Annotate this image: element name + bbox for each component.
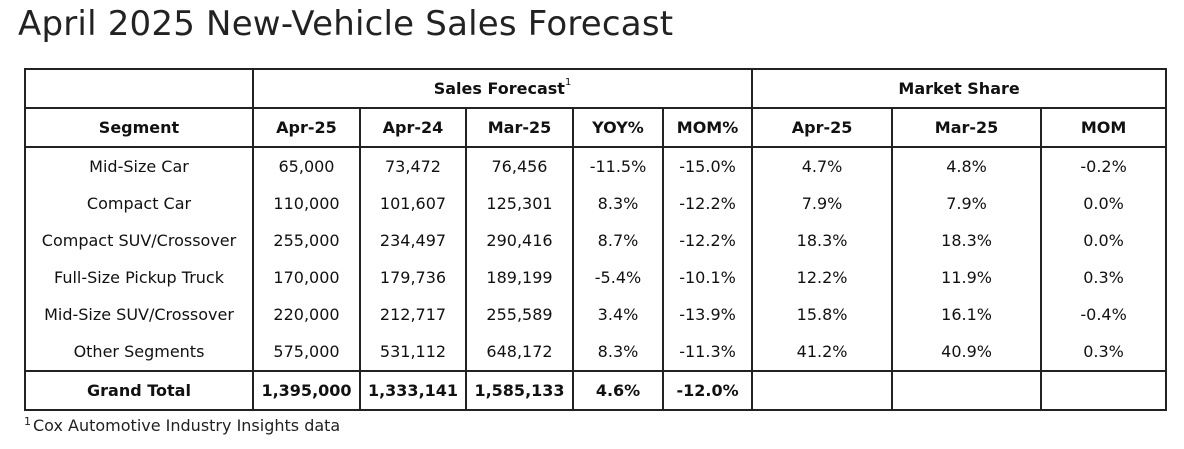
column-header-segment: Segment — [24, 107, 254, 148]
cell-yoy: -5.4% — [573, 259, 664, 296]
footnote: 1 Cox Automotive Industry Insights data — [24, 415, 341, 435]
cell-segment: Mid-Size SUV/Crossover — [24, 296, 254, 333]
cell-yoy: 8.7% — [573, 222, 664, 259]
grand-total-apr-24: 1,333,141 — [360, 370, 467, 411]
cell-apr-25: 65,000 — [253, 147, 361, 185]
column-header-row: Segment Apr-25 Apr-24 Mar-25 YOY% MOM% A… — [24, 107, 1168, 148]
cell-share-mar-25: 40.9% — [892, 333, 1043, 371]
column-header-mar-25: Mar-25 — [466, 107, 574, 148]
footnote-reference: 1 — [564, 77, 572, 88]
cell-mar-25: 255,589 — [466, 296, 574, 333]
grand-total-share-mom — [1041, 370, 1168, 411]
cell-share-mom: 0.3% — [1041, 259, 1168, 296]
cell-share-apr-25: 12.2% — [752, 259, 894, 296]
grand-total-mar-25: 1,585,133 — [466, 370, 574, 411]
table-row: Mid-Size SUV/Crossover 220,000 212,717 255,… — [24, 296, 1168, 333]
cell-segment: Mid-Size Car — [24, 147, 254, 185]
cell-share-apr-25: 4.7% — [752, 147, 894, 185]
grand-total-share-mar-25 — [892, 370, 1043, 411]
cell-share-apr-25: 15.8% — [752, 296, 894, 333]
cell-yoy: 3.4% — [573, 296, 664, 333]
column-header-share-apr-25: Apr-25 — [752, 107, 894, 148]
column-header-yoy: YOY% — [573, 107, 664, 148]
cell-mar-25: 76,456 — [466, 147, 574, 185]
cell-share-apr-25: 41.2% — [752, 333, 894, 371]
table-data-body: Mid-Size Car 65,000 73,472 76,456 -11.5% -15.… — [24, 147, 1168, 371]
grand-total-yoy: 4.6% — [573, 370, 664, 411]
cell-apr-25: 170,000 — [253, 259, 361, 296]
cell-mom-pct: -10.1% — [663, 259, 754, 296]
group-header-row: Sales Forecast1 Market Share — [24, 68, 1168, 109]
grand-total-apr-25: 1,395,000 — [253, 370, 361, 411]
table-row: Mid-Size Car 65,000 73,472 76,456 -11.5% -15.… — [24, 147, 1168, 185]
footnote-text: Cox Automotive Industry Insights data — [33, 416, 341, 435]
cell-yoy: -11.5% — [573, 147, 664, 185]
grand-total-share-apr-25 — [752, 370, 894, 411]
cell-segment: Compact Car — [24, 185, 254, 222]
cell-share-apr-25: 7.9% — [752, 185, 894, 222]
cell-apr-24: 234,497 — [360, 222, 467, 259]
cell-mom-pct: -15.0% — [663, 147, 754, 185]
grand-total-label: Grand Total — [24, 370, 254, 411]
cell-share-mom: 0.3% — [1041, 333, 1168, 371]
table-row: Full-Size Pickup Truck 170,000 179,736 189,… — [24, 259, 1168, 296]
page-title: April 2025 New-Vehicle Sales Forecast — [18, 4, 674, 44]
cell-share-mar-25: 11.9% — [892, 259, 1043, 296]
column-header-apr-24: Apr-24 — [360, 107, 467, 148]
footnote-mark: 1 — [24, 415, 31, 428]
cell-apr-24: 531,112 — [360, 333, 467, 371]
column-header-share-mar-25: Mar-25 — [892, 107, 1043, 148]
cell-mom-pct: -12.2% — [663, 185, 754, 222]
cell-segment: Full-Size Pickup Truck — [24, 259, 254, 296]
table-row: Compact SUV/Crossover 255,000 234,497 290,4… — [24, 222, 1168, 259]
cell-share-mar-25: 7.9% — [892, 185, 1043, 222]
cell-share-mom: -0.2% — [1041, 147, 1168, 185]
cell-mar-25: 290,416 — [466, 222, 574, 259]
column-header-apr-25: Apr-25 — [253, 107, 361, 148]
cell-share-mar-25: 18.3% — [892, 222, 1043, 259]
cell-share-mom: -0.4% — [1041, 296, 1168, 333]
cell-mom-pct: -13.9% — [663, 296, 754, 333]
cell-apr-24: 101,607 — [360, 185, 467, 222]
cell-apr-24: 212,717 — [360, 296, 467, 333]
grand-total-mom-pct: -12.0% — [663, 370, 754, 411]
grand-total-row: Grand Total 1,395,000 1,333,141 1,585,13… — [24, 370, 1168, 411]
column-header-share-mom: MOM — [1041, 107, 1168, 148]
cell-apr-24: 73,472 — [360, 147, 467, 185]
cell-mar-25: 648,172 — [466, 333, 574, 371]
cell-mar-25: 189,199 — [466, 259, 574, 296]
cell-apr-25: 575,000 — [253, 333, 361, 371]
cell-yoy: 8.3% — [573, 185, 664, 222]
cell-share-mar-25: 16.1% — [892, 296, 1043, 333]
cell-apr-25: 255,000 — [253, 222, 361, 259]
sales-forecast-group-header: Sales Forecast1 — [253, 68, 754, 108]
cell-share-apr-25: 18.3% — [752, 222, 894, 259]
cell-mar-25: 125,301 — [466, 185, 574, 222]
cell-mom-pct: -11.3% — [663, 333, 754, 371]
market-share-group-header: Market Share — [752, 68, 1168, 108]
table-row: Compact Car 110,000 101,607 125,301 8.3% -12.… — [24, 185, 1168, 222]
cell-apr-25: 110,000 — [253, 185, 361, 222]
cell-share-mom: 0.0% — [1041, 185, 1168, 222]
cell-apr-24: 179,736 — [360, 259, 467, 296]
column-header-mom-pct: MOM% — [663, 107, 754, 148]
table-row: Other Segments 575,000 531,112 648,172 8.3% -… — [24, 333, 1168, 371]
cell-segment: Other Segments — [24, 333, 254, 371]
cell-apr-25: 220,000 — [253, 296, 361, 333]
sales-forecast-label: Sales Forecast — [433, 79, 565, 98]
cell-share-mom: 0.0% — [1041, 222, 1168, 259]
empty-corner-cell — [24, 68, 254, 109]
cell-share-mar-25: 4.8% — [892, 147, 1043, 185]
cell-segment: Compact SUV/Crossover — [24, 222, 254, 259]
cell-mom-pct: -12.2% — [663, 222, 754, 259]
cell-yoy: 8.3% — [573, 333, 664, 371]
sales-forecast-table: Sales Forecast1 Market Share Segment Apr… — [24, 68, 1168, 411]
